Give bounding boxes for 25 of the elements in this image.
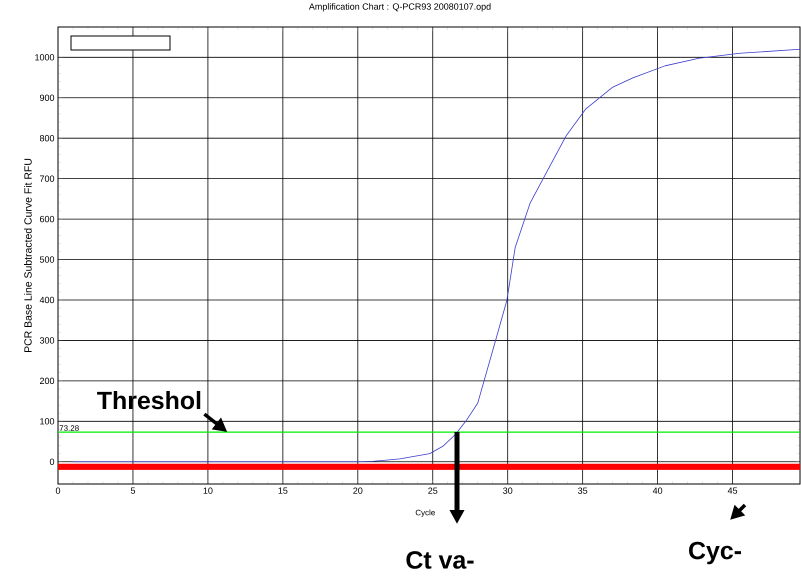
x-tick-label: 10 — [204, 488, 213, 494]
x-tick-label: 5 — [130, 488, 136, 494]
text: Ct va- — [406, 551, 474, 569]
y-tick-label: 400 — [40, 296, 54, 304]
y-tick-label: 600 — [40, 216, 54, 222]
x-tick-label: 0 — [56, 488, 60, 494]
y-tick-label: 800 — [40, 135, 54, 142]
text: Cyc- — [689, 542, 741, 564]
y-tick-label: 900 — [40, 94, 54, 101]
x-tick-label: 40 — [652, 488, 662, 494]
x-tick-label: 25 — [428, 488, 438, 494]
y-axis-title: PCR Base Line Subtracted Curve Fit RFU — [24, 158, 32, 352]
y-tick-label: 0 — [50, 458, 54, 465]
y-tick-label: 500 — [40, 256, 54, 263]
x-tick-label: 45 — [728, 488, 738, 494]
x-tick-label: 15 — [278, 488, 288, 494]
y-tick-label: 700 — [40, 175, 54, 182]
x-tick-label: 35 — [578, 488, 588, 494]
y-tick-label: 100 — [40, 418, 54, 424]
x-tick-label: 30 — [503, 488, 512, 494]
y-tick-label: 200 — [40, 378, 54, 384]
chart-title: Amplification Chart : Q-PCR93 20080107.opd — [308, 3, 491, 12]
x-tick-label: 20 — [353, 488, 362, 494]
y-tick-label: 1000 — [35, 54, 54, 60]
y-tick-label: 300 — [40, 337, 54, 344]
